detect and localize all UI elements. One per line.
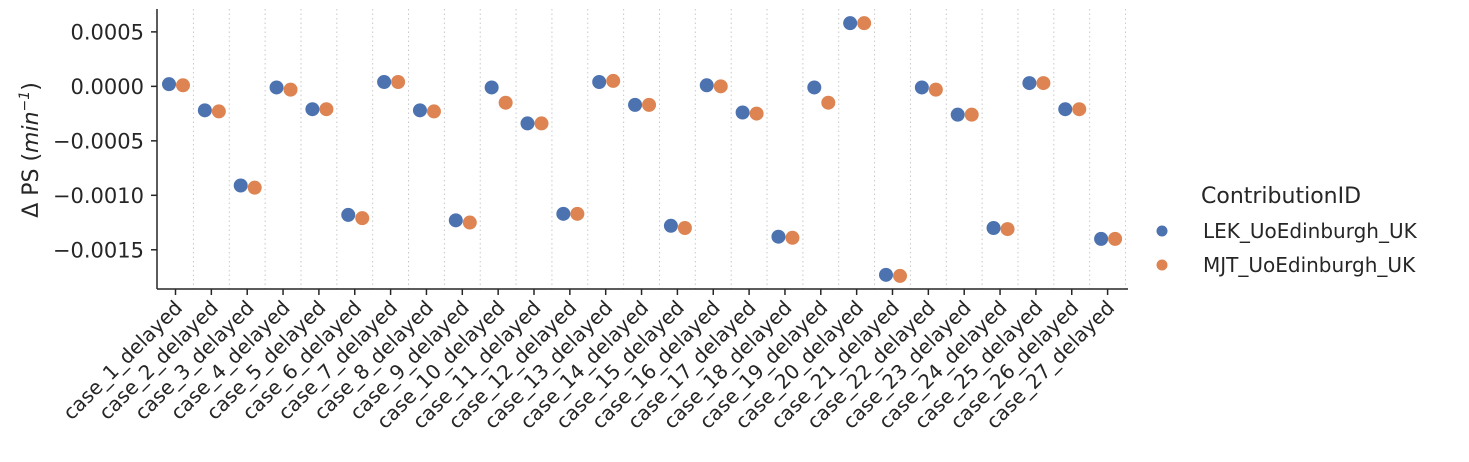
point-mjt bbox=[1000, 222, 1015, 237]
y-tick-label: 0.0005 bbox=[71, 20, 144, 44]
point-lek bbox=[950, 107, 965, 122]
point-lek bbox=[162, 77, 176, 92]
point-mjt bbox=[462, 215, 477, 230]
point-mjt bbox=[642, 97, 657, 112]
x-ticks: case_1_delayedcase_2_delayedcase_3_delay… bbox=[58, 289, 1119, 434]
y-tick-label: −0.0015 bbox=[53, 238, 144, 262]
point-mjt bbox=[355, 211, 370, 226]
point-lek bbox=[377, 74, 392, 89]
point-mjt bbox=[247, 180, 262, 195]
point-mjt bbox=[964, 107, 979, 122]
point-lek bbox=[699, 78, 714, 93]
point-lek bbox=[233, 178, 248, 193]
data-points bbox=[162, 16, 1123, 283]
point-mjt bbox=[391, 74, 406, 89]
point-lek bbox=[914, 80, 929, 95]
point-mjt bbox=[211, 104, 226, 119]
point-mjt bbox=[534, 116, 549, 131]
point-lek bbox=[986, 220, 1001, 235]
y-axis-label: Δ PS (min−1) bbox=[17, 82, 44, 218]
point-mjt bbox=[749, 106, 764, 121]
point-lek bbox=[843, 16, 858, 31]
y-axis-label-var: min bbox=[19, 111, 44, 153]
y-tick-label: 0.0000 bbox=[71, 75, 144, 99]
point-mjt bbox=[785, 230, 800, 245]
point-lek bbox=[1058, 102, 1073, 117]
point-mjt bbox=[893, 268, 907, 283]
point-lek bbox=[305, 102, 320, 117]
y-tick-label: −0.0010 bbox=[53, 184, 144, 208]
y-axis-label-suffix: ) bbox=[19, 82, 44, 91]
point-lek bbox=[663, 218, 678, 233]
legend: ContributionID LEK_UoEdinburgh_UK MJT_Uo… bbox=[1156, 184, 1418, 277]
point-lek bbox=[1022, 76, 1037, 91]
point-mjt bbox=[821, 95, 836, 110]
point-mjt bbox=[176, 78, 190, 93]
y-axis-label-sup: −1 bbox=[17, 91, 33, 112]
legend-marker-1 bbox=[1156, 259, 1168, 271]
legend-marker-0 bbox=[1156, 225, 1168, 237]
point-mjt bbox=[570, 206, 585, 221]
point-mjt bbox=[857, 16, 872, 31]
point-mjt bbox=[1036, 76, 1051, 91]
legend-label-1: MJT_UoEdinburgh_UK bbox=[1203, 253, 1416, 277]
point-lek bbox=[628, 97, 643, 112]
point-mjt bbox=[283, 82, 298, 97]
y-ticks: 0.0005 0.0000 −0.0005 −0.0010 −0.0015 bbox=[53, 20, 157, 262]
point-mjt bbox=[713, 79, 728, 94]
point-lek bbox=[735, 105, 750, 120]
point-lek bbox=[771, 229, 786, 244]
y-tick-label: −0.0005 bbox=[53, 129, 144, 153]
point-lek bbox=[520, 116, 535, 131]
point-lek bbox=[341, 207, 356, 222]
point-mjt bbox=[319, 102, 334, 117]
point-mjt bbox=[498, 95, 513, 110]
grid bbox=[192, 9, 1127, 289]
point-mjt bbox=[928, 82, 943, 97]
point-lek bbox=[197, 103, 212, 118]
point-lek bbox=[1094, 231, 1109, 246]
legend-title: ContributionID bbox=[1201, 184, 1361, 209]
legend-label-0: LEK_UoEdinburgh_UK bbox=[1203, 219, 1418, 243]
point-mjt bbox=[1108, 231, 1123, 246]
point-mjt bbox=[606, 73, 621, 88]
point-mjt bbox=[1072, 102, 1087, 117]
point-mjt bbox=[426, 104, 441, 119]
point-mjt bbox=[677, 220, 692, 235]
point-lek bbox=[269, 80, 284, 95]
point-lek bbox=[879, 267, 893, 282]
point-lek bbox=[592, 74, 607, 89]
point-lek bbox=[484, 80, 499, 95]
point-lek bbox=[556, 206, 571, 221]
point-lek bbox=[448, 213, 463, 228]
point-lek bbox=[412, 103, 427, 118]
point-lek bbox=[807, 80, 822, 95]
y-axis-label-prefix: Δ PS ( bbox=[19, 153, 44, 218]
